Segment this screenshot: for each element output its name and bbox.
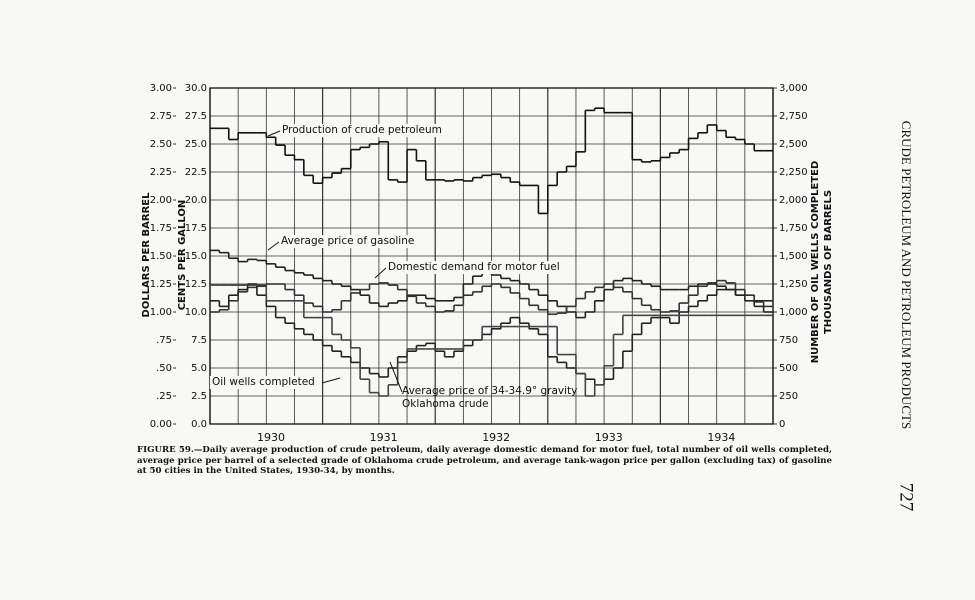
leader-line xyxy=(389,361,403,393)
series-label: Average price of 34-34.9° gravity Oklaho… xyxy=(402,385,578,410)
y2-tick-label: 2,750 xyxy=(779,111,808,122)
y3-tick-label: 2.25 xyxy=(150,167,172,178)
y2-tick-label: 1,250 xyxy=(779,279,808,290)
y3-tick-label: 0.00 xyxy=(150,419,172,430)
leader-line xyxy=(267,130,281,137)
figure-label: FIGURE 59.— xyxy=(137,445,203,455)
y-tick-label: 20.0 xyxy=(185,195,207,206)
y-axis-title: CENTS PER GALLON xyxy=(177,200,188,311)
y-tick-label: 12.5 xyxy=(185,279,207,290)
y-tick-label: 5.0 xyxy=(191,363,207,374)
y2-tick-label: 2,000 xyxy=(779,195,808,206)
y2-axis-title: NUMBER OF OIL WELLS COMPLETED xyxy=(810,161,821,364)
series-label: Domestic demand for motor fuel xyxy=(386,261,562,274)
y2-tick-label: 2,500 xyxy=(779,139,808,150)
series-label: Average price of gasoline xyxy=(279,235,417,248)
caption: FIGURE 59.—Daily average production of c… xyxy=(137,445,832,477)
leader-line xyxy=(374,267,387,279)
y2-tick-label: 2,250 xyxy=(779,167,808,178)
y2-tick-label: 500 xyxy=(779,363,798,374)
y2-tick-label: 250 xyxy=(779,391,798,402)
x-tick-label: 1932 xyxy=(482,431,510,444)
y-tick-label: 7.5 xyxy=(191,335,207,346)
figure-caption: Daily average production of crude petrol… xyxy=(137,445,832,476)
y-tick-label: 2.5 xyxy=(191,391,207,402)
y3-axis-title: DOLLARS PER BARREL xyxy=(141,192,152,318)
y3-tick-label: 1.50 xyxy=(150,251,172,262)
plot-frame xyxy=(209,87,774,425)
y2-tick-label: 1,750 xyxy=(779,223,808,234)
y-tick-label: 0.0 xyxy=(191,419,207,430)
y-tick-label: 27.5 xyxy=(185,111,207,122)
y-tick-label: 22.5 xyxy=(185,167,207,178)
y-tick-label: 17.5 xyxy=(185,223,207,234)
running-head: CRUDE PETROLEUM AND PETROLEUM PRODUCTS xyxy=(899,121,914,429)
leader-line xyxy=(267,241,280,251)
y2-tick-label: 1,500 xyxy=(779,251,808,262)
y3-tick-label: .50 xyxy=(156,363,172,374)
y2-tick-label: 3,000 xyxy=(779,83,808,94)
y-tick-label: 15.0 xyxy=(185,251,207,262)
x-tick-label: 1930 xyxy=(257,431,285,444)
y3-tick-label: 3.00 xyxy=(150,83,172,94)
leader-line xyxy=(321,377,341,384)
y2-axis-title: THOUSANDS OF BARRELS xyxy=(823,190,834,334)
y3-tick-label: .25 xyxy=(156,391,172,402)
y3-tick-label: 1.25 xyxy=(150,279,172,290)
page-number: 727 xyxy=(896,483,917,512)
y-tick-label: 30.0 xyxy=(185,83,207,94)
x-tick-label: 1934 xyxy=(707,431,735,444)
series-label: Production of crude petroleum xyxy=(280,124,444,137)
y3-tick-label: 2.00 xyxy=(150,195,172,206)
y-tick-label: 10.0 xyxy=(185,307,207,318)
y2-tick-label: 1,000 xyxy=(779,307,808,318)
y3-tick-label: 1.00 xyxy=(150,307,172,318)
y3-tick-label: 2.50 xyxy=(150,139,172,150)
x-tick-label: 1933 xyxy=(595,431,623,444)
y2-tick-label: 750 xyxy=(779,335,798,346)
y2-tick-label: 0 xyxy=(779,419,785,430)
y3-tick-label: 1.75 xyxy=(150,223,172,234)
x-tick-label: 1931 xyxy=(370,431,398,444)
y3-tick-label: .75 xyxy=(156,335,172,346)
y3-tick-label: 2.75 xyxy=(150,111,172,122)
y-tick-label: 25.0 xyxy=(185,139,207,150)
series-label: Oil wells completed xyxy=(210,376,317,389)
